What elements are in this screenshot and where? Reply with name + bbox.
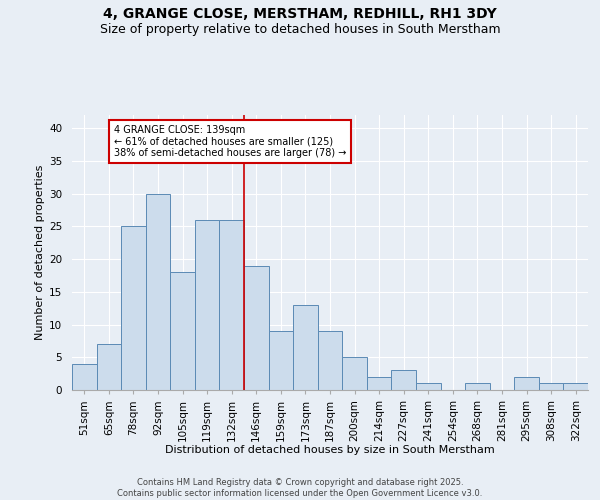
Bar [563,384,588,390]
Bar [146,194,170,390]
Bar [170,272,195,390]
Bar [220,220,244,390]
Bar [293,305,318,390]
Bar [121,226,146,390]
Bar [97,344,121,390]
Bar [416,384,440,390]
Bar [539,384,563,390]
Bar [269,331,293,390]
Bar [367,377,391,390]
Text: Size of property relative to detached houses in South Merstham: Size of property relative to detached ho… [100,22,500,36]
Y-axis label: Number of detached properties: Number of detached properties [35,165,45,340]
Bar [465,384,490,390]
Bar [72,364,97,390]
Bar [342,358,367,390]
Text: 4 GRANGE CLOSE: 139sqm
← 61% of detached houses are smaller (125)
38% of semi-de: 4 GRANGE CLOSE: 139sqm ← 61% of detached… [114,125,346,158]
Bar [195,220,220,390]
Bar [318,331,342,390]
Bar [391,370,416,390]
Bar [514,377,539,390]
Text: Contains HM Land Registry data © Crown copyright and database right 2025.
Contai: Contains HM Land Registry data © Crown c… [118,478,482,498]
Bar [244,266,269,390]
Text: 4, GRANGE CLOSE, MERSTHAM, REDHILL, RH1 3DY: 4, GRANGE CLOSE, MERSTHAM, REDHILL, RH1 … [103,8,497,22]
X-axis label: Distribution of detached houses by size in South Merstham: Distribution of detached houses by size … [165,446,495,456]
